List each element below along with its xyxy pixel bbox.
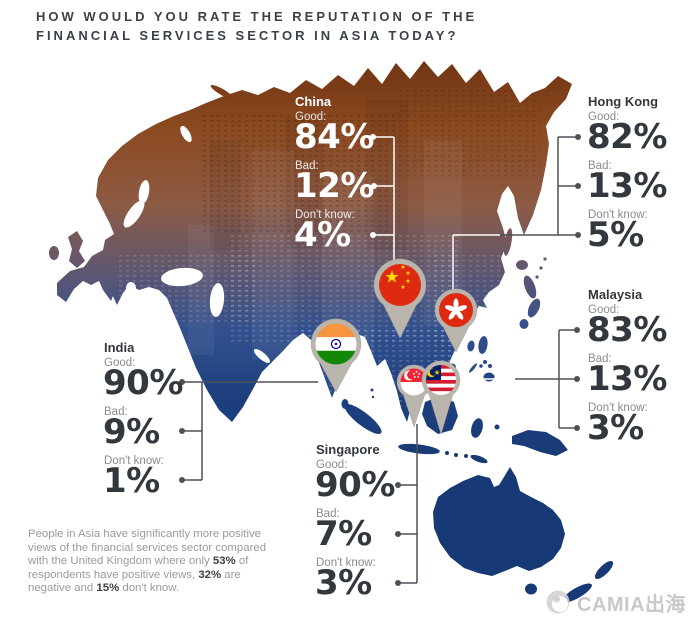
connector-india-dots xyxy=(179,379,185,483)
stat-value-dont-know: 3% xyxy=(315,563,372,603)
stat-value-dont-know: 5% xyxy=(587,215,644,255)
connector-india xyxy=(182,381,318,481)
stat-label-good: Good: xyxy=(588,304,620,316)
connector-hong-kong xyxy=(500,136,575,236)
stat-block-hong-kong: Hong Kong Good: 82% Bad: 13% Don't know:… xyxy=(587,94,699,255)
stat-label-dont-know: Don't know: xyxy=(588,402,648,414)
country-label-hong-kong: Hong Kong xyxy=(588,94,659,109)
stat-label-dont-know: Don't know: xyxy=(295,209,355,221)
stat-label-dont-know: Don't know: xyxy=(588,209,648,221)
country-label-singapore: Singapore xyxy=(316,442,380,457)
stat-label-good: Good: xyxy=(588,111,620,123)
stat-value-bad: 9% xyxy=(103,412,160,452)
connector-singapore-dots xyxy=(395,482,401,586)
stat-block-malaysia: Malaysia Good: 83% Bad: 13% Don't know: … xyxy=(587,287,699,448)
connector-china xyxy=(373,136,395,262)
stat-label-bad: Bad: xyxy=(588,160,612,172)
connector-china-dots xyxy=(370,134,377,238)
island-taiwan xyxy=(467,340,475,352)
map-australia xyxy=(433,467,565,576)
singapore-flag-icon xyxy=(400,368,428,396)
island-japan xyxy=(516,260,528,270)
hong-kong-flag-icon xyxy=(439,293,473,327)
stat-value-dont-know: 3% xyxy=(587,408,644,448)
map-islands xyxy=(49,85,614,603)
stat-block-singapore: Singapore Good: 90% Bad: 7% Don't know: … xyxy=(315,442,456,603)
inland-seas xyxy=(123,125,270,363)
country-label-india: India xyxy=(104,340,135,355)
stat-value-good: 82% xyxy=(587,117,667,157)
page-title-line2: FINANCIAL SERVICES SECTOR IN ASIA TODAY? xyxy=(36,28,459,43)
country-label-malaysia: Malaysia xyxy=(588,287,643,302)
map-pins xyxy=(310,258,478,435)
island-java xyxy=(398,443,440,455)
stat-value-good: 90% xyxy=(315,465,395,505)
stat-label-good: Good: xyxy=(104,357,136,369)
stat-label-bad: Bad: xyxy=(104,406,128,418)
stat-label-good: Good: xyxy=(316,459,348,471)
page-title-line1: HOW WOULD YOU RATE THE REPUTATION OF THE xyxy=(36,9,478,24)
pin-india xyxy=(310,318,362,393)
page-title: HOW WOULD YOU RATE THE REPUTATION OF THE… xyxy=(36,7,516,45)
island-ireland xyxy=(49,246,59,260)
island-nz-north xyxy=(594,560,614,580)
stat-block-india: India Good: 90% Bad: 9% Don't know: 1% xyxy=(103,340,244,501)
island-tasmania xyxy=(525,583,537,595)
malaysia-flag-icon xyxy=(426,365,456,395)
stat-value-dont-know: 4% xyxy=(294,215,351,255)
stat-value-good: 90% xyxy=(103,363,183,403)
stat-value-good: 84% xyxy=(294,117,374,157)
stat-value-bad: 7% xyxy=(315,514,372,554)
stat-label-bad: Bad: xyxy=(316,508,340,520)
pin-china xyxy=(373,258,427,339)
stat-block-china: China Good: 84% Bad: 12% Don't know: 4% xyxy=(294,94,435,255)
stat-label-dont-know: Don't know: xyxy=(316,557,376,569)
island-britain xyxy=(68,231,85,268)
stat-label-bad: Bad: xyxy=(295,160,319,172)
island-nz-south xyxy=(562,583,592,603)
watermark-text: CAMIA出海 xyxy=(577,593,687,616)
stat-value-bad: 13% xyxy=(587,166,667,206)
connector-hong-kong-map-segment xyxy=(452,234,500,294)
island-new-guinea xyxy=(512,430,568,456)
india-flag-icon xyxy=(315,323,357,365)
stat-label-bad: Bad: xyxy=(588,353,612,365)
footnote-text: People in Asia have significantly more p… xyxy=(28,528,267,594)
stat-value-bad: 13% xyxy=(587,359,667,399)
watermark: CAMIA出海 xyxy=(543,587,686,617)
stat-label-good: Good: xyxy=(295,111,327,123)
country-label-china: China xyxy=(295,94,332,109)
stat-value-good: 83% xyxy=(587,310,667,350)
camera-logo-icon xyxy=(546,590,570,614)
pin-malaysia xyxy=(421,360,461,435)
connector-malaysia xyxy=(515,329,574,429)
connector-singapore xyxy=(398,424,418,584)
island-sumatra xyxy=(344,403,382,435)
stat-label-dont-know: Don't know: xyxy=(104,455,164,467)
stat-value-dont-know: 1% xyxy=(103,461,160,501)
connectors xyxy=(179,134,581,586)
connector-hong-kong-dots xyxy=(575,134,581,238)
pin-hong-kong xyxy=(434,288,478,353)
connector-malaysia-dots xyxy=(574,327,580,431)
island-sulawesi xyxy=(471,418,483,438)
china-flag-icon xyxy=(379,264,421,306)
stat-value-bad: 12% xyxy=(294,166,374,206)
island-philippines xyxy=(478,336,488,354)
